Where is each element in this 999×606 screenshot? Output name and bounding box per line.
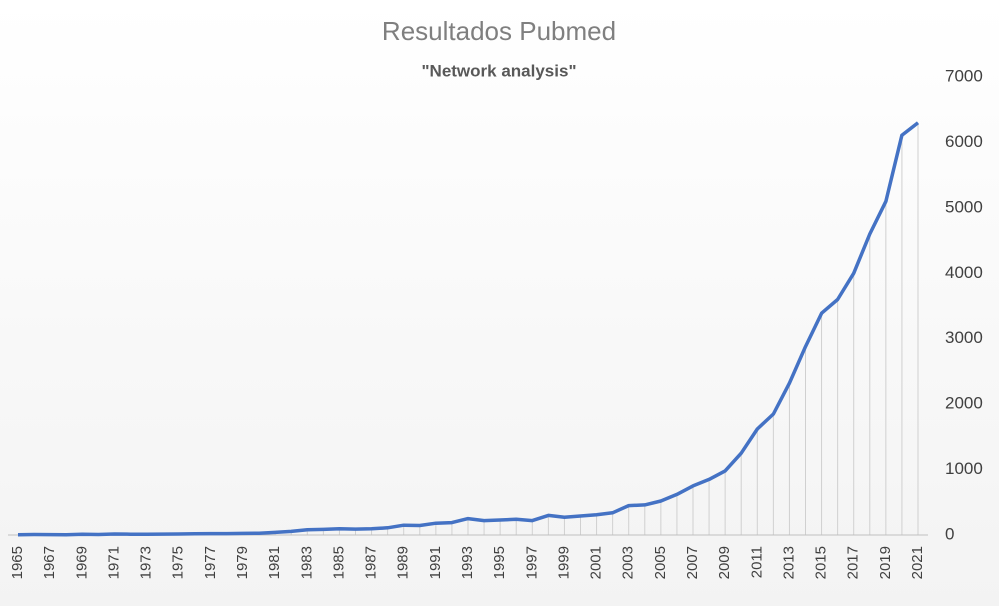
- x-tick-label: 2001: [588, 546, 605, 579]
- x-tick-label: 1981: [266, 546, 283, 579]
- x-tick-label: 1977: [202, 546, 219, 579]
- x-tick-label: 1983: [298, 546, 315, 579]
- x-tick-label: 1985: [330, 546, 347, 579]
- x-tick-label: 2005: [652, 546, 669, 579]
- x-tick-label: 2017: [845, 546, 862, 579]
- x-tick-label: 1965: [9, 546, 26, 579]
- y-tick-label: 6000: [945, 132, 983, 151]
- x-tick-label: 1969: [73, 546, 90, 579]
- y-tick-label: 1000: [945, 459, 983, 478]
- x-tick-label: 1999: [555, 546, 572, 579]
- y-tick-label: 5000: [945, 197, 983, 216]
- line-series: [17, 121, 920, 537]
- x-tick-label: 2021: [909, 546, 926, 579]
- x-tick-label: 1975: [170, 546, 187, 579]
- x-tick-label: 1971: [105, 546, 122, 579]
- x-tick-label: 2011: [748, 546, 765, 578]
- x-tick-label: 2009: [716, 546, 733, 579]
- y-tick-label: 2000: [945, 394, 983, 413]
- x-tick-label: 2013: [780, 546, 797, 579]
- x-tick-label: 1987: [363, 546, 380, 579]
- y-tick-label: 3000: [945, 328, 983, 347]
- x-tick-label: 1995: [491, 546, 508, 579]
- y-tick-label: 7000: [945, 66, 983, 85]
- y-tick-label: 4000: [945, 263, 983, 282]
- x-tick-label: 1993: [459, 546, 476, 579]
- x-tick-label: 1989: [395, 546, 412, 579]
- x-tick-label: 1991: [427, 546, 444, 579]
- y-tick-label: 0: [945, 524, 954, 543]
- x-tick-label: 2015: [813, 546, 830, 579]
- chart-subtitle: "Network analysis": [421, 61, 576, 80]
- x-tick-label: 1967: [41, 546, 58, 579]
- x-tick-label: 2019: [877, 546, 894, 579]
- x-tick-label: 1997: [523, 546, 540, 579]
- chart-title: Resultados Pubmed: [382, 16, 616, 46]
- x-tick-label: 2007: [684, 546, 701, 579]
- x-tick-label: 1973: [138, 546, 155, 579]
- x-tick-label: 1979: [234, 546, 251, 579]
- x-tick-label: 2003: [620, 546, 637, 579]
